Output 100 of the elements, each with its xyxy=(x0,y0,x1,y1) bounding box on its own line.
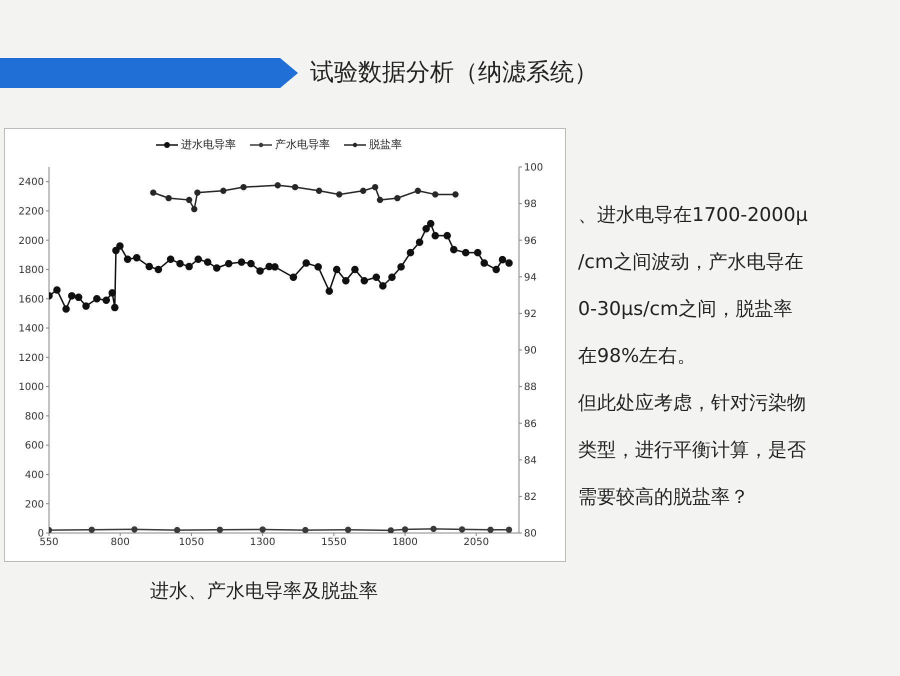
point xyxy=(379,282,387,290)
point xyxy=(506,526,512,533)
y-tick-label: 400 xyxy=(24,470,44,481)
point xyxy=(88,526,95,533)
point xyxy=(372,184,378,190)
point xyxy=(174,526,180,533)
point xyxy=(274,182,281,188)
point xyxy=(430,526,437,532)
point xyxy=(271,263,279,271)
point xyxy=(220,188,226,194)
legend-label: 进水电导率 xyxy=(181,137,236,152)
x-tick-label: 800 xyxy=(110,537,130,548)
legend-label: 脱盐率 xyxy=(369,137,402,152)
point xyxy=(462,248,470,256)
y2-tick-label: 80 xyxy=(524,528,537,540)
point xyxy=(416,238,424,246)
y-tick-label: 2000 xyxy=(18,236,44,247)
chart-title: 试验数据分析（纳滤系统） xyxy=(310,57,598,88)
point xyxy=(394,194,401,202)
point xyxy=(402,526,408,532)
point xyxy=(388,527,394,533)
y-tick-label: 200 xyxy=(24,499,44,510)
point xyxy=(259,526,266,533)
x-tick-label: 1050 xyxy=(178,537,204,548)
y2-tick-label: 86 xyxy=(524,418,537,430)
point xyxy=(342,277,350,285)
point xyxy=(432,191,438,198)
x-tick-label: 1550 xyxy=(321,537,347,548)
point xyxy=(68,292,76,300)
y2-tick-label: 98 xyxy=(524,199,537,210)
y-tick-label: 1000 xyxy=(18,382,44,394)
y2-tick-label: 100 xyxy=(524,162,544,174)
point xyxy=(53,286,61,294)
point xyxy=(336,191,342,198)
point xyxy=(240,184,247,190)
point xyxy=(492,266,500,274)
point xyxy=(224,260,232,268)
point xyxy=(316,188,322,194)
point xyxy=(290,273,298,281)
point xyxy=(247,260,255,268)
point xyxy=(505,259,513,267)
text: 但此处应考虑，针对污染物 xyxy=(578,391,807,416)
y-tick-label: 1800 xyxy=(18,265,44,276)
y2-tick-label: 84 xyxy=(524,455,537,466)
legend-label: 产水电导率 xyxy=(275,137,330,152)
point xyxy=(102,296,110,304)
point xyxy=(108,289,116,297)
y-tick-label: 800 xyxy=(24,411,44,422)
y2-tick-label: 92 xyxy=(524,308,537,320)
point xyxy=(397,263,405,271)
point xyxy=(432,232,440,240)
point xyxy=(326,287,334,295)
point xyxy=(154,266,162,274)
point xyxy=(351,266,359,274)
point xyxy=(176,260,184,268)
point xyxy=(406,248,414,256)
point xyxy=(443,232,451,240)
point xyxy=(450,246,458,254)
point xyxy=(474,248,482,256)
text: /cm之间波动，产水电导在 xyxy=(578,250,804,275)
text: 需要较高的脱盐率？ xyxy=(578,485,750,510)
point xyxy=(194,255,202,263)
text: 在98%左右。 xyxy=(578,344,698,369)
y-tick-label: 1600 xyxy=(18,294,44,306)
point xyxy=(480,259,488,267)
point xyxy=(302,259,310,267)
point xyxy=(204,258,212,266)
point xyxy=(292,184,298,190)
point xyxy=(132,254,140,262)
y2-tick-label: 90 xyxy=(524,346,537,357)
point xyxy=(372,273,380,281)
point xyxy=(487,526,494,533)
point xyxy=(344,526,352,533)
point xyxy=(124,255,132,263)
point xyxy=(256,267,264,275)
y2-tick-label: 82 xyxy=(524,492,537,503)
x-tick-label: 1300 xyxy=(250,537,276,548)
point xyxy=(314,263,322,271)
point xyxy=(62,305,70,313)
y-tick-label: 2200 xyxy=(18,206,44,218)
point xyxy=(150,189,156,196)
point xyxy=(332,266,340,274)
point xyxy=(213,264,221,272)
point xyxy=(302,526,309,533)
point xyxy=(360,188,366,194)
text: 0-30μs/cm之间，脱盐率 xyxy=(578,297,794,322)
x-tick-label: 1800 xyxy=(392,537,418,548)
point xyxy=(112,246,120,254)
point xyxy=(191,206,198,212)
point xyxy=(74,294,82,302)
y2-tick-label: 94 xyxy=(524,272,537,284)
point xyxy=(194,189,201,196)
y-tick-label: 1400 xyxy=(18,324,44,335)
point xyxy=(458,526,466,532)
point xyxy=(452,191,459,198)
point xyxy=(498,256,506,264)
text: 、进水电导在1700-2000μ xyxy=(578,203,809,228)
point xyxy=(216,526,224,533)
x-tick-label: 2050 xyxy=(464,537,489,548)
text: 类型，进行平衡计算，是否 xyxy=(578,438,807,463)
